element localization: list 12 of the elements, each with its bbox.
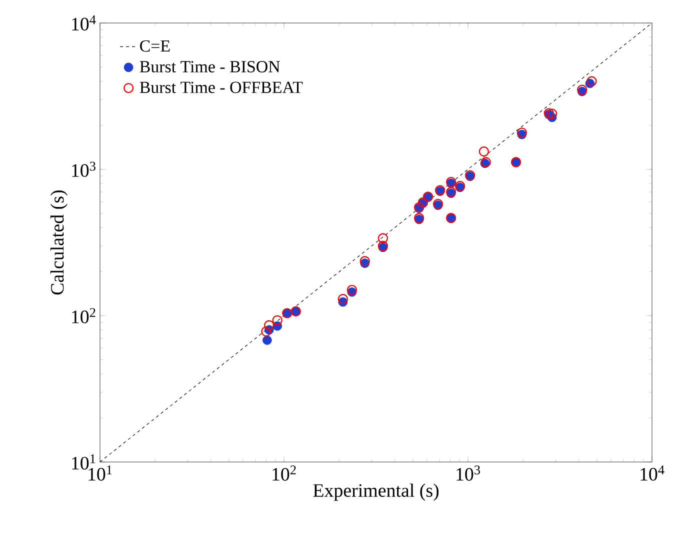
x-tick-label: 10$^{4}$ bbox=[640, 466, 664, 481]
x-tick-label: 10$^{2}$ bbox=[272, 466, 296, 481]
x-tick-label: 10$^{3}$ bbox=[456, 466, 480, 481]
y-tick-label: 10$^{4}$ bbox=[72, 15, 96, 31]
x-tick-label: 10$^{1}$ bbox=[88, 466, 112, 481]
y-tick-label: 10$^{3}$ bbox=[72, 162, 96, 177]
y-tick-label: 10$^{2}$ bbox=[72, 308, 96, 324]
x-axis-title: Experimental (s) bbox=[313, 484, 439, 501]
legend-label: Burst Time - OFFBEAT bbox=[140, 82, 303, 94]
legend-label: Burst Time - BISON bbox=[140, 61, 280, 72]
y-axis-title: Calculated (s) bbox=[50, 190, 68, 295]
legend-label: C=E bbox=[140, 40, 170, 52]
